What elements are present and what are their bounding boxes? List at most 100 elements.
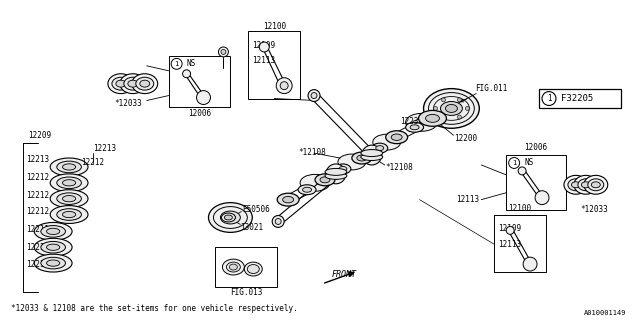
Ellipse shape — [357, 155, 367, 161]
Ellipse shape — [277, 193, 299, 206]
Text: FIG.013: FIG.013 — [230, 288, 262, 297]
Ellipse shape — [50, 206, 88, 223]
Text: 13021: 13021 — [241, 223, 264, 232]
Ellipse shape — [581, 182, 590, 188]
Text: F32205: F32205 — [561, 94, 593, 103]
Ellipse shape — [57, 193, 81, 204]
Text: 12211: 12211 — [26, 260, 49, 268]
Text: A010001149: A010001149 — [584, 310, 627, 316]
Text: 1: 1 — [512, 160, 516, 166]
Ellipse shape — [391, 134, 402, 140]
Text: 12200: 12200 — [454, 134, 477, 143]
Circle shape — [182, 70, 191, 78]
Ellipse shape — [35, 222, 72, 240]
Text: NS: NS — [187, 59, 196, 68]
Ellipse shape — [386, 131, 408, 144]
Ellipse shape — [50, 174, 88, 192]
Ellipse shape — [57, 177, 81, 188]
Ellipse shape — [338, 154, 366, 170]
Ellipse shape — [591, 182, 600, 188]
Ellipse shape — [352, 152, 372, 164]
Ellipse shape — [361, 149, 383, 156]
Circle shape — [362, 145, 381, 165]
Ellipse shape — [35, 238, 72, 256]
Ellipse shape — [116, 80, 126, 87]
Ellipse shape — [225, 214, 236, 221]
Text: *12108: *12108 — [298, 148, 326, 156]
Ellipse shape — [424, 89, 479, 128]
Ellipse shape — [247, 265, 259, 274]
Ellipse shape — [339, 166, 347, 172]
Ellipse shape — [35, 254, 72, 272]
Text: FRONT: FRONT — [332, 270, 357, 279]
Text: NS: NS — [524, 158, 533, 167]
Text: 12113: 12113 — [456, 195, 479, 204]
Ellipse shape — [376, 146, 384, 151]
Ellipse shape — [325, 172, 347, 179]
Ellipse shape — [572, 182, 580, 188]
Text: E50506: E50506 — [243, 205, 270, 214]
Text: *12108: *12108 — [386, 164, 413, 172]
Ellipse shape — [227, 262, 241, 272]
Circle shape — [458, 98, 461, 102]
Ellipse shape — [426, 114, 440, 122]
Ellipse shape — [47, 228, 60, 235]
Ellipse shape — [325, 168, 347, 175]
Ellipse shape — [41, 226, 65, 237]
Ellipse shape — [41, 241, 65, 253]
Text: *12033: *12033 — [114, 99, 141, 108]
Circle shape — [308, 90, 320, 101]
Ellipse shape — [47, 260, 60, 266]
Text: 12212: 12212 — [26, 191, 49, 200]
Text: 12113: 12113 — [498, 240, 522, 249]
Ellipse shape — [564, 175, 588, 194]
Ellipse shape — [315, 174, 335, 186]
Ellipse shape — [223, 259, 244, 275]
Bar — [169, 56, 230, 108]
Ellipse shape — [47, 244, 60, 250]
Ellipse shape — [132, 74, 157, 93]
Text: 12212: 12212 — [26, 173, 49, 182]
Text: 12209: 12209 — [28, 131, 51, 140]
Ellipse shape — [574, 175, 598, 194]
Text: 12006: 12006 — [525, 143, 548, 152]
Ellipse shape — [406, 122, 424, 132]
Circle shape — [276, 78, 292, 93]
Ellipse shape — [50, 158, 88, 176]
Ellipse shape — [120, 74, 146, 93]
Ellipse shape — [220, 211, 241, 224]
Ellipse shape — [229, 264, 237, 270]
Circle shape — [442, 98, 445, 102]
Circle shape — [465, 107, 469, 110]
Text: 12212: 12212 — [81, 158, 104, 167]
Text: 12213: 12213 — [93, 144, 116, 153]
Ellipse shape — [50, 190, 88, 208]
Ellipse shape — [221, 213, 236, 222]
Bar — [494, 214, 546, 272]
Ellipse shape — [440, 101, 462, 116]
Circle shape — [366, 149, 377, 161]
Circle shape — [458, 115, 461, 119]
Ellipse shape — [300, 174, 330, 191]
Text: *12033 & 12108 are the set-items for one vehicle respectively.: *12033 & 12108 are the set-items for one… — [12, 304, 298, 313]
Circle shape — [280, 82, 288, 90]
Ellipse shape — [578, 179, 594, 191]
Circle shape — [518, 167, 526, 175]
Text: 12211: 12211 — [26, 225, 49, 234]
Text: 12100: 12100 — [262, 22, 286, 31]
Circle shape — [326, 164, 346, 184]
Ellipse shape — [584, 175, 608, 194]
Ellipse shape — [298, 185, 316, 195]
Ellipse shape — [410, 125, 419, 130]
Bar — [506, 155, 566, 210]
Bar — [216, 247, 277, 287]
Text: 12100: 12100 — [509, 204, 532, 213]
Ellipse shape — [303, 187, 312, 192]
Text: 12113: 12113 — [252, 56, 275, 65]
Ellipse shape — [108, 74, 134, 93]
Circle shape — [275, 219, 281, 224]
Circle shape — [272, 215, 284, 228]
Ellipse shape — [128, 80, 138, 87]
Text: 12006: 12006 — [188, 109, 211, 118]
Circle shape — [442, 115, 445, 119]
